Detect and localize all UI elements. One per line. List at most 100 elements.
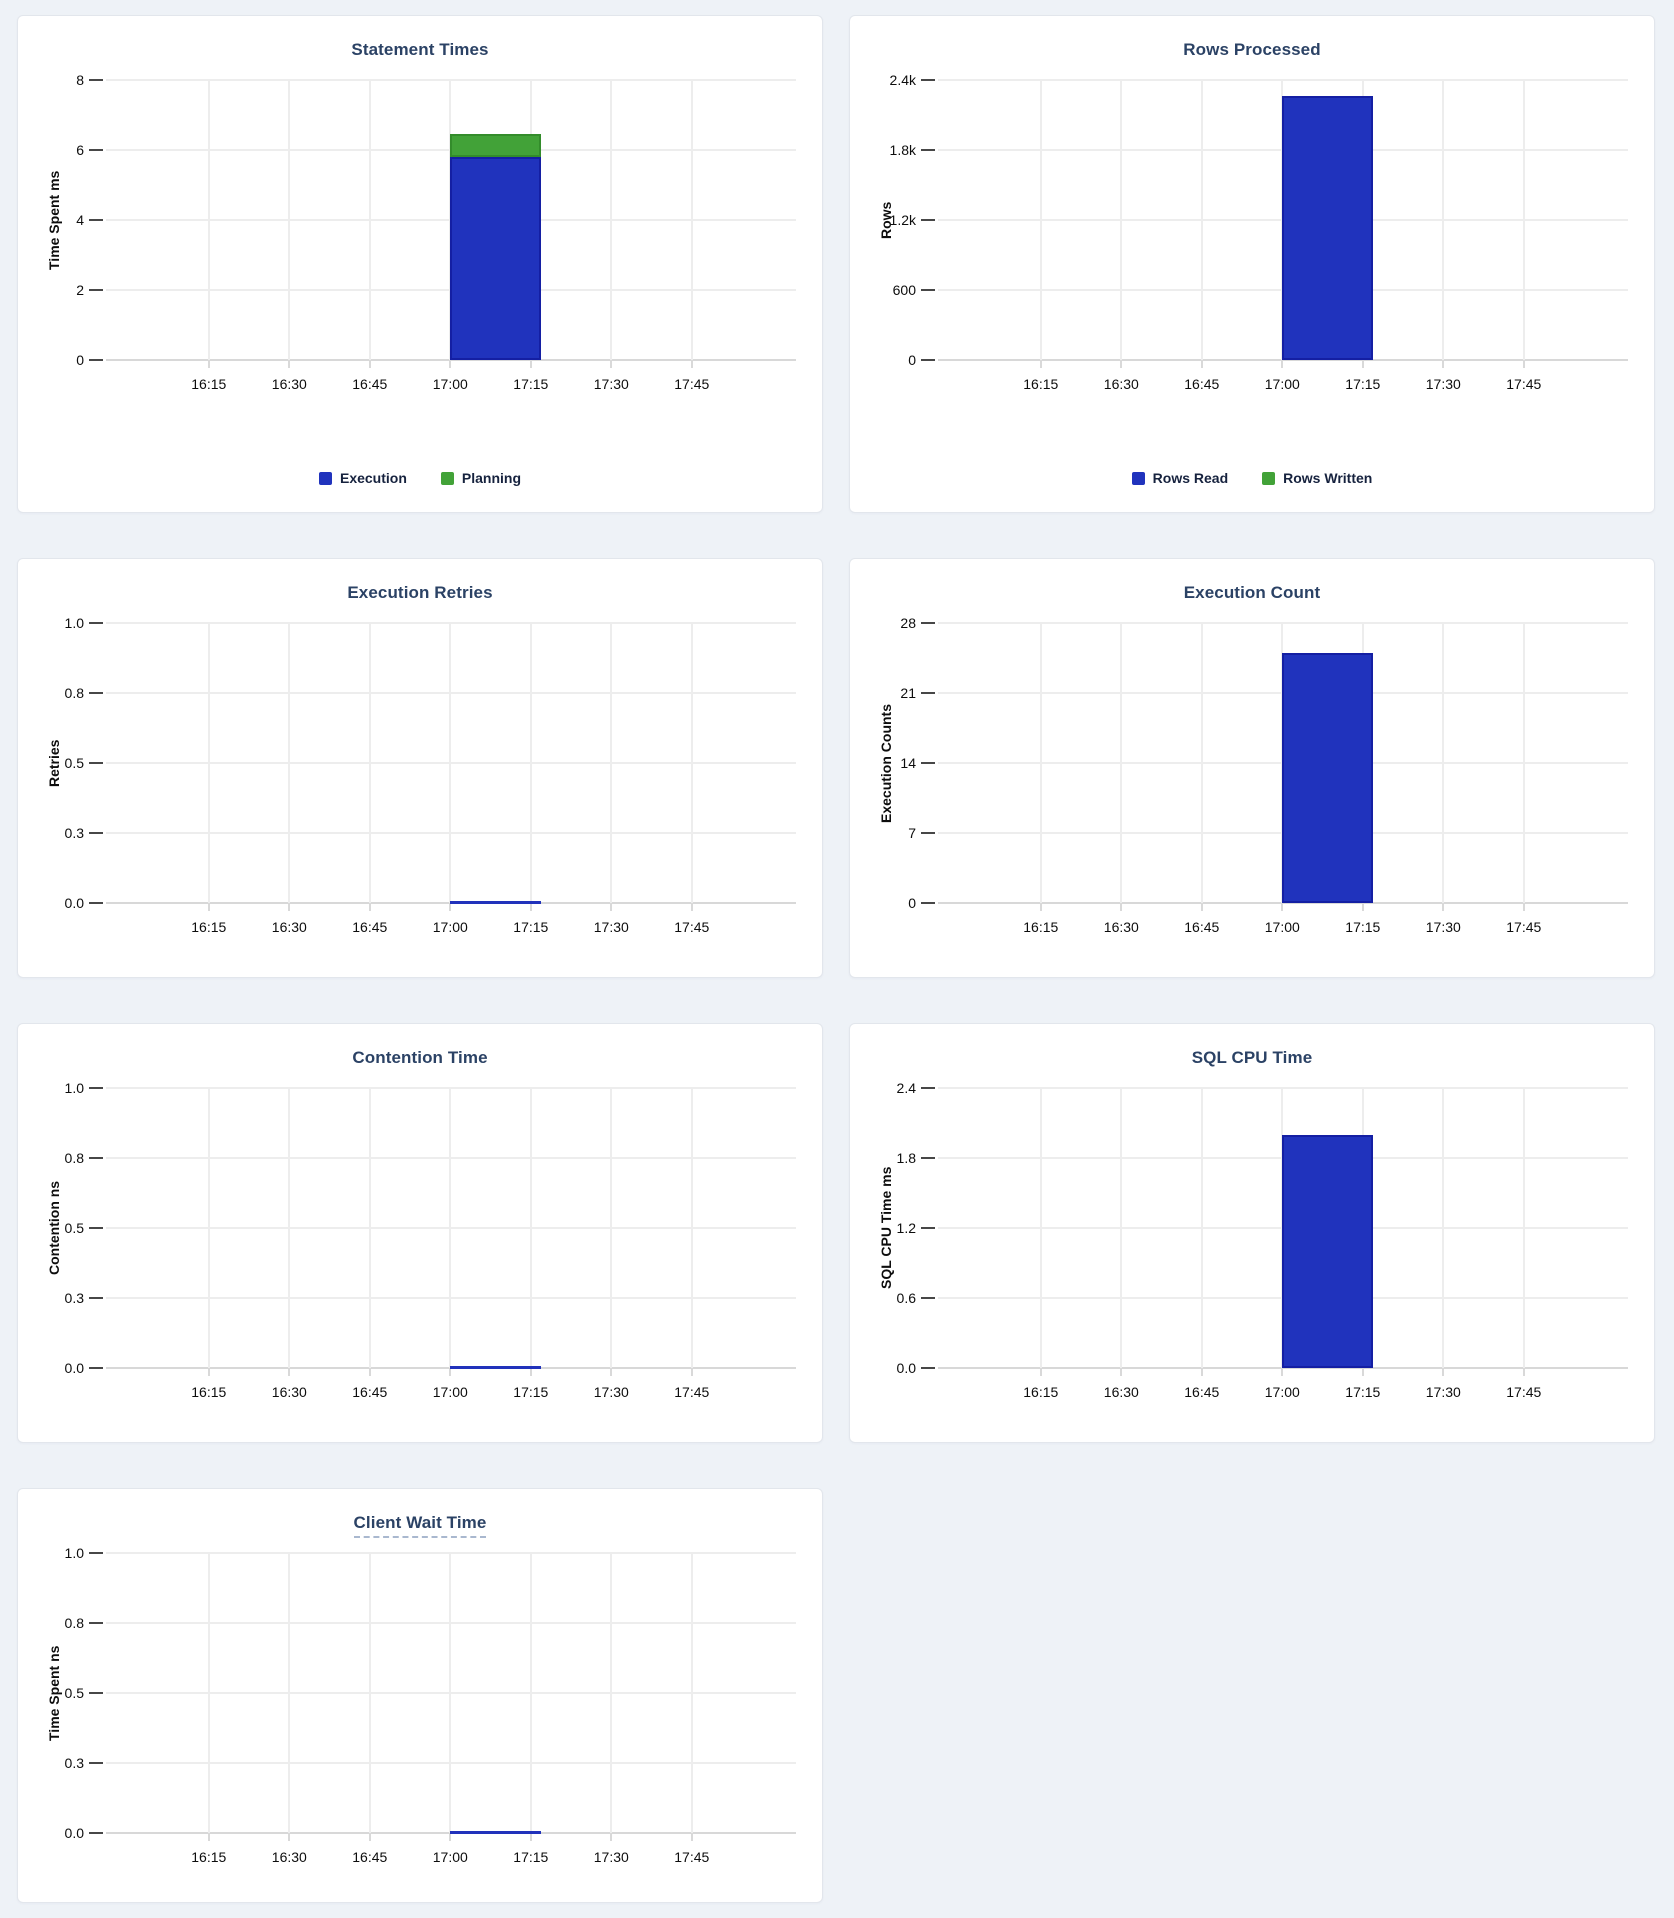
- y-tick-label: 1.8k: [889, 142, 916, 158]
- chart-legend: Execution Planning: [18, 470, 822, 486]
- chart-title: Contention Time: [18, 1048, 822, 1068]
- v-gridline: [288, 623, 291, 903]
- chart-card-execution-count: Execution Count Execution Counts 28 21 14 7…: [849, 558, 1655, 978]
- x-tick-mark: [368, 360, 371, 368]
- y-tick-mark: [89, 1832, 103, 1834]
- chart-plot-area-client-wait-time[interactable]: Time Spent ns 1.0 0.8 0.5 0.3 0.0 16:15 16:30 1…: [46, 1545, 796, 1865]
- v-gridline: [368, 80, 371, 360]
- y-tick-mark: [89, 1087, 103, 1089]
- bar-segment-rows-read: [1282, 96, 1374, 360]
- x-tick-mark: [368, 903, 371, 911]
- x-tick-label: 17:00: [1264, 376, 1300, 392]
- legend-label: Execution: [339, 470, 407, 486]
- y-tick-label: 0.3: [64, 825, 84, 841]
- y-tick-mark: [921, 289, 935, 291]
- y-axis-label: Retries: [46, 739, 62, 787]
- chart-plot-area-contention-time[interactable]: Contention ns 1.0 0.8 0.5 0.3 0.0 16:15 16:30 1…: [46, 1080, 796, 1400]
- bar-segment-planning: [450, 134, 542, 157]
- y-tick-label: 0.3: [64, 1290, 84, 1306]
- legend-item-planning[interactable]: Planning: [440, 470, 521, 486]
- x-tick-label: 16:15: [191, 919, 227, 935]
- x-tick-mark: [1522, 1368, 1525, 1376]
- chart-plot-area-rows-processed[interactable]: Rows 2.4k 1.8k 1.2k 600 0 16:15 16:30 16:45 17:0…: [878, 72, 1628, 392]
- x-tick-label: 17:15: [1345, 376, 1381, 392]
- y-tick-mark: [89, 1692, 103, 1694]
- v-gridline: [1522, 623, 1525, 903]
- bar-segment-execution-count: [1282, 653, 1374, 903]
- y-tick-mark: [89, 289, 103, 291]
- chart-card-sql-cpu-time: SQL CPU Time SQL CPU Time ms 2.4 1.8 1.2 0.…: [849, 1023, 1655, 1443]
- x-tick-mark: [368, 1833, 371, 1841]
- bar-segment-sql-cpu-time: [1282, 1134, 1374, 1368]
- y-tick-mark: [89, 762, 103, 764]
- x-tick-label: 17:00: [432, 376, 468, 392]
- x-tick-mark: [288, 903, 291, 911]
- x-tick-mark: [288, 1833, 291, 1841]
- x-tick-label: 16:15: [191, 1384, 227, 1400]
- y-tick-label: 2.4: [896, 1080, 916, 1096]
- x-tick-mark: [1442, 360, 1445, 368]
- x-tick-mark: [690, 1368, 693, 1376]
- y-axis-label: Time Spent ms: [46, 170, 62, 270]
- v-gridline: [207, 1553, 210, 1833]
- x-tick-mark: [529, 903, 532, 911]
- legend-swatch: [1262, 471, 1276, 485]
- x-tick-mark: [207, 903, 210, 911]
- chart-title: Execution Count: [850, 583, 1654, 603]
- v-gridline: [207, 623, 210, 903]
- x-tick-mark: [288, 360, 291, 368]
- x-tick-mark: [1120, 903, 1123, 911]
- y-tick-mark: [89, 1622, 103, 1624]
- chart-plot-area-execution-count[interactable]: Execution Counts 28 21 14 7 0 16:15 16:30 16:45…: [878, 615, 1628, 935]
- chart-plot-area-execution-retries[interactable]: Retries 1.0 0.8 0.5 0.3 0.0 16:15 16:30 16:45 17…: [46, 615, 796, 935]
- x-tick-mark: [1200, 903, 1203, 911]
- x-tick-label: 16:15: [191, 1849, 227, 1865]
- y-tick-mark: [89, 902, 103, 904]
- chart-plot-area-sql-cpu-time[interactable]: SQL CPU Time ms 2.4 1.8 1.2 0.6 0.0 16:15 16:3…: [878, 1080, 1628, 1400]
- y-tick-mark: [921, 832, 935, 834]
- x-tick-mark: [1281, 903, 1284, 911]
- v-gridline: [610, 80, 613, 360]
- y-tick-label: 7: [908, 825, 916, 841]
- v-gridline: [368, 1088, 371, 1368]
- x-tick-mark: [207, 360, 210, 368]
- chart-card-statement-times: Statement Times Time Spent ms 8 6 4 2 0 16:15…: [17, 15, 823, 513]
- x-tick-label: 17:30: [593, 1384, 629, 1400]
- x-tick-label: 17:00: [432, 1849, 468, 1865]
- v-gridline: [1039, 1088, 1042, 1368]
- y-tick-mark: [921, 1157, 935, 1159]
- x-tick-label: 17:45: [674, 919, 710, 935]
- x-tick-label: 17:15: [1345, 919, 1381, 935]
- y-tick-mark: [89, 1227, 103, 1229]
- y-tick-mark: [89, 79, 103, 81]
- chart-card-contention-time: Contention Time Contention ns 1.0 0.8 0.5 0…: [17, 1023, 823, 1443]
- v-gridline: [288, 80, 291, 360]
- x-tick-mark: [690, 360, 693, 368]
- y-tick-mark: [921, 762, 935, 764]
- x-tick-mark: [1039, 360, 1042, 368]
- y-tick-mark: [89, 359, 103, 361]
- x-tick-label: 17:00: [1264, 919, 1300, 935]
- x-tick-label: 17:15: [1345, 1384, 1381, 1400]
- x-tick-label: 17:30: [1425, 376, 1461, 392]
- zero-value-line: [450, 901, 542, 904]
- y-tick-mark: [921, 79, 935, 81]
- legend-item-rows-written[interactable]: Rows Written: [1262, 470, 1372, 486]
- v-gridline: [1039, 80, 1042, 360]
- legend-item-execution[interactable]: Execution: [318, 470, 407, 486]
- y-tick-label: 28: [900, 615, 916, 631]
- chart-plot-area-statement-times[interactable]: Time Spent ms 8 6 4 2 0 16:15 16:30 16:45 17:00 1…: [46, 72, 796, 392]
- v-gridline: [449, 1088, 452, 1368]
- chart-title-text[interactable]: Client Wait Time: [353, 1513, 487, 1538]
- y-tick-label: 0.0: [64, 1360, 84, 1376]
- v-gridline: [610, 623, 613, 903]
- v-gridline: [368, 1553, 371, 1833]
- x-tick-label: 17:45: [1506, 376, 1542, 392]
- y-tick-label: 2.4k: [889, 72, 916, 88]
- x-tick-label: 17:30: [593, 376, 629, 392]
- x-tick-label: 16:45: [1184, 919, 1220, 935]
- x-tick-mark: [1039, 903, 1042, 911]
- x-tick-mark: [368, 1368, 371, 1376]
- legend-item-rows-read[interactable]: Rows Read: [1131, 470, 1228, 486]
